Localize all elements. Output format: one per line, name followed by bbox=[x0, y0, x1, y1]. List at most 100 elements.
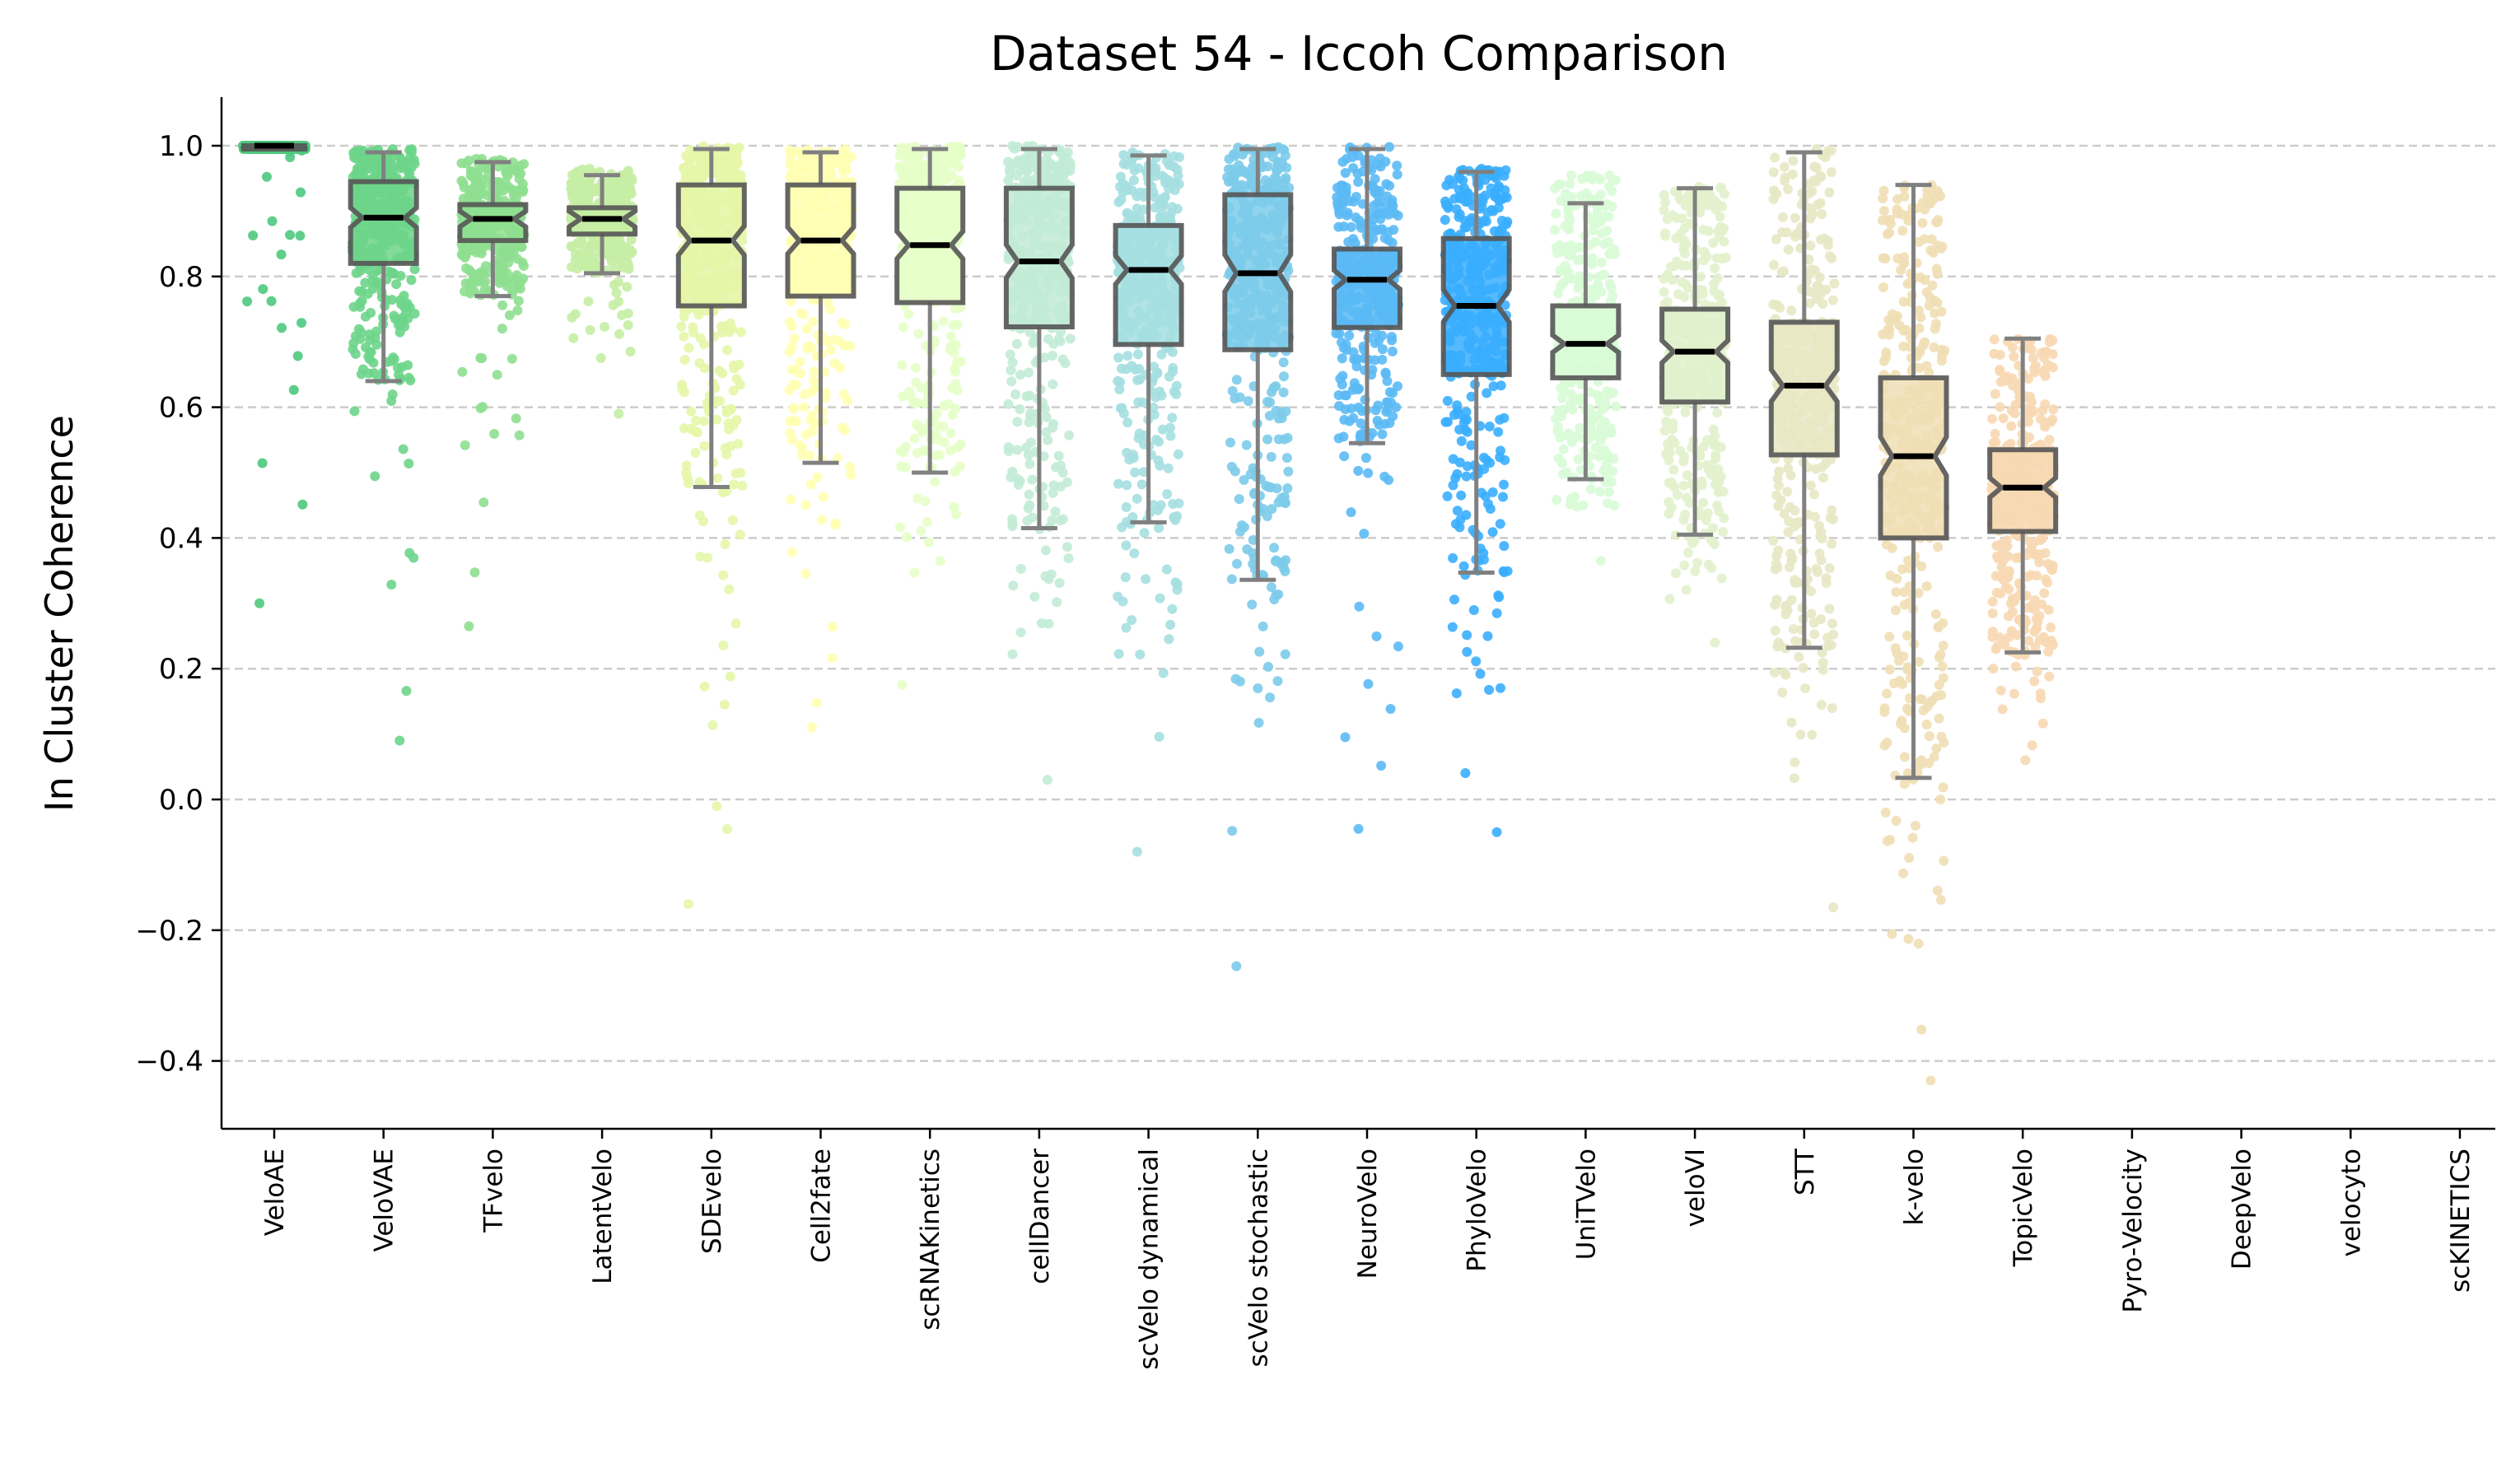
data-point bbox=[730, 468, 741, 478]
data-point bbox=[1257, 570, 1267, 580]
data-point bbox=[718, 570, 729, 580]
data-point bbox=[586, 254, 597, 264]
data-point bbox=[1393, 641, 1403, 652]
data-point bbox=[838, 161, 849, 171]
data-point bbox=[494, 258, 505, 268]
data-point bbox=[1359, 529, 1370, 539]
data-point bbox=[395, 295, 406, 305]
data-point bbox=[1494, 592, 1505, 603]
data-point bbox=[1448, 179, 1458, 189]
data-point bbox=[1170, 577, 1181, 588]
data-point bbox=[404, 302, 415, 313]
data-point bbox=[714, 366, 725, 376]
data-point bbox=[292, 351, 303, 361]
data-point bbox=[1062, 542, 1072, 552]
data-point bbox=[1011, 157, 1022, 168]
data-point bbox=[1024, 367, 1034, 378]
data-point bbox=[242, 296, 253, 307]
data-point bbox=[1337, 156, 1348, 167]
data-point bbox=[839, 340, 850, 351]
data-point bbox=[698, 416, 709, 426]
data-point bbox=[1491, 608, 1502, 618]
data-point bbox=[1392, 169, 1402, 179]
data-point bbox=[786, 342, 797, 352]
data-point bbox=[796, 308, 806, 319]
data-point bbox=[1440, 417, 1451, 427]
data-point bbox=[724, 584, 735, 594]
data-point bbox=[1174, 263, 1185, 273]
data-point bbox=[405, 375, 416, 386]
chart-title: Dataset 54 - Iccoh Comparison bbox=[990, 26, 1728, 82]
data-point bbox=[1162, 489, 1173, 500]
data-point bbox=[361, 153, 371, 164]
data-point bbox=[811, 697, 822, 708]
data-point bbox=[934, 450, 945, 460]
data-point bbox=[913, 156, 924, 167]
data-point bbox=[945, 146, 956, 156]
data-point bbox=[1266, 582, 1276, 593]
data-point bbox=[797, 450, 808, 460]
data-point bbox=[1339, 451, 1350, 462]
data-point bbox=[1482, 455, 1492, 466]
data-point bbox=[936, 150, 947, 161]
data-point bbox=[1392, 161, 1402, 171]
data-point bbox=[1003, 398, 1014, 409]
data-point bbox=[720, 539, 730, 550]
data-point bbox=[1455, 193, 1466, 204]
data-point bbox=[573, 170, 584, 181]
data-point bbox=[786, 494, 796, 505]
data-point bbox=[1388, 200, 1398, 211]
data-point bbox=[1484, 421, 1495, 431]
data-point bbox=[395, 270, 406, 281]
data-point bbox=[295, 231, 306, 241]
data-point bbox=[685, 423, 696, 434]
data-point bbox=[1118, 150, 1129, 161]
data-point bbox=[1448, 454, 1458, 464]
data-point bbox=[1048, 487, 1058, 498]
data-point bbox=[1448, 552, 1458, 563]
data-point bbox=[1357, 406, 1368, 417]
data-point bbox=[477, 352, 488, 363]
data-point bbox=[899, 170, 910, 181]
data-point bbox=[922, 516, 932, 527]
data-point bbox=[1015, 627, 1026, 638]
data-point bbox=[1340, 390, 1351, 401]
y-axis-label: In Cluster Coherence bbox=[37, 415, 82, 812]
data-point bbox=[1128, 453, 1139, 464]
data-point bbox=[1278, 387, 1289, 398]
data-point bbox=[1036, 618, 1047, 629]
data-point bbox=[728, 385, 739, 396]
data-point bbox=[406, 275, 417, 286]
data-point bbox=[1334, 401, 1345, 412]
data-point bbox=[514, 430, 525, 440]
data-point bbox=[1170, 515, 1181, 525]
data-point bbox=[690, 447, 701, 458]
data-point bbox=[1222, 172, 1233, 183]
data-point bbox=[254, 598, 265, 608]
data-point bbox=[737, 235, 748, 246]
data-point bbox=[830, 518, 841, 529]
data-point bbox=[1466, 440, 1477, 450]
data-point bbox=[1231, 375, 1242, 385]
data-point bbox=[515, 283, 525, 294]
data-point bbox=[895, 522, 906, 533]
data-point bbox=[1015, 370, 1026, 380]
data-point bbox=[1367, 365, 1378, 375]
data-point bbox=[1462, 630, 1472, 641]
data-point bbox=[1377, 344, 1388, 355]
data-point bbox=[570, 309, 581, 319]
data-point bbox=[458, 193, 469, 204]
data-point bbox=[1241, 440, 1252, 450]
data-point bbox=[267, 216, 278, 226]
data-point bbox=[812, 472, 823, 482]
data-point bbox=[456, 175, 467, 186]
data-point bbox=[681, 460, 692, 471]
data-point bbox=[388, 352, 399, 363]
data-point bbox=[1276, 184, 1287, 195]
data-point bbox=[386, 396, 397, 407]
data-point bbox=[469, 567, 480, 578]
data-point bbox=[1024, 390, 1034, 401]
data-point bbox=[404, 153, 415, 164]
data-point bbox=[353, 324, 364, 334]
data-point bbox=[1354, 215, 1365, 226]
